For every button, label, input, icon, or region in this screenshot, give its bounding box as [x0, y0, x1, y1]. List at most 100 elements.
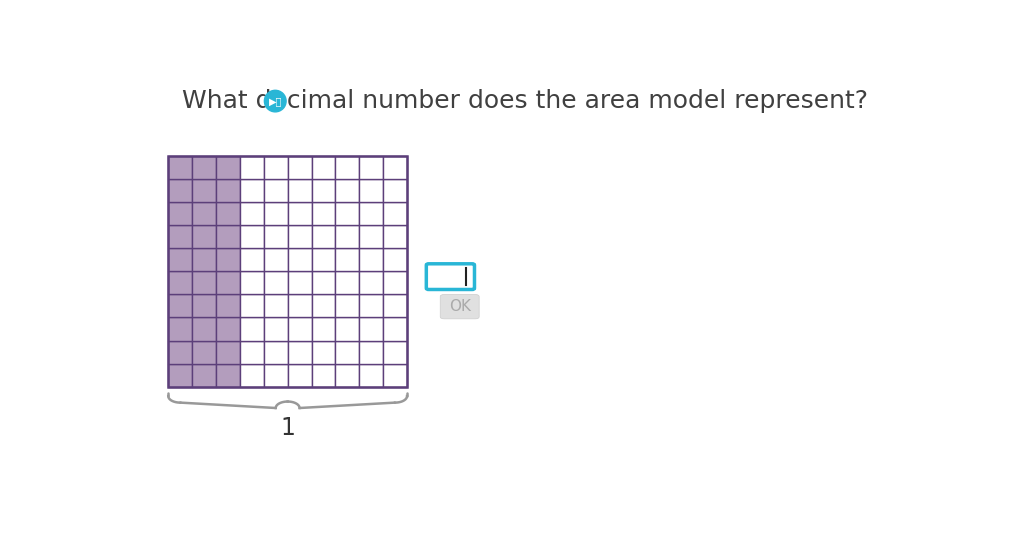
Bar — [193, 363, 216, 387]
Bar — [311, 202, 336, 225]
Bar — [383, 363, 407, 387]
Bar — [288, 318, 311, 340]
Bar — [359, 179, 383, 202]
Text: OK: OK — [449, 299, 471, 314]
Bar — [216, 225, 240, 248]
Bar — [240, 318, 264, 340]
Bar — [216, 202, 240, 225]
Bar — [216, 179, 240, 202]
FancyBboxPatch shape — [426, 264, 474, 290]
Bar — [168, 225, 193, 248]
Bar — [240, 179, 264, 202]
Bar — [193, 179, 216, 202]
Bar — [264, 295, 288, 318]
Ellipse shape — [264, 90, 286, 112]
Bar — [311, 340, 336, 363]
Bar — [383, 156, 407, 179]
Bar — [383, 318, 407, 340]
Bar — [168, 179, 193, 202]
Bar — [216, 156, 240, 179]
Bar — [336, 156, 359, 179]
Bar — [359, 295, 383, 318]
Bar — [311, 225, 336, 248]
Bar — [168, 318, 193, 340]
Bar — [336, 248, 359, 271]
Bar — [193, 202, 216, 225]
Bar — [336, 363, 359, 387]
Bar — [288, 363, 311, 387]
Bar — [168, 340, 193, 363]
Bar — [288, 225, 311, 248]
FancyBboxPatch shape — [440, 295, 479, 319]
Bar — [168, 248, 193, 271]
Bar — [288, 202, 311, 225]
Bar — [216, 295, 240, 318]
Bar — [359, 318, 383, 340]
Bar — [336, 225, 359, 248]
Bar — [216, 340, 240, 363]
Bar — [168, 363, 193, 387]
Bar — [240, 363, 264, 387]
Bar — [383, 271, 407, 295]
Bar — [216, 363, 240, 387]
Bar — [359, 271, 383, 295]
Bar — [311, 156, 336, 179]
Bar — [168, 295, 193, 318]
Bar — [240, 156, 264, 179]
Bar — [168, 156, 193, 179]
Bar — [383, 248, 407, 271]
Bar — [336, 295, 359, 318]
Bar — [288, 271, 311, 295]
Text: What decimal number does the area model represent?: What decimal number does the area model … — [182, 89, 867, 113]
Bar — [311, 248, 336, 271]
Bar — [264, 248, 288, 271]
Bar — [193, 248, 216, 271]
Bar — [168, 271, 193, 295]
Bar — [264, 363, 288, 387]
Bar — [336, 340, 359, 363]
Bar — [193, 156, 216, 179]
Bar — [216, 271, 240, 295]
Bar — [240, 202, 264, 225]
Bar — [168, 156, 407, 387]
Bar — [311, 295, 336, 318]
Bar — [288, 295, 311, 318]
Bar — [240, 248, 264, 271]
Bar — [193, 295, 216, 318]
Bar — [264, 156, 288, 179]
Bar — [359, 363, 383, 387]
Text: ▶⧗: ▶⧗ — [268, 96, 282, 106]
Bar — [168, 202, 193, 225]
Bar — [240, 271, 264, 295]
Bar — [311, 271, 336, 295]
Bar — [193, 340, 216, 363]
Bar — [383, 179, 407, 202]
Bar — [336, 318, 359, 340]
Bar — [264, 202, 288, 225]
Bar — [311, 363, 336, 387]
Bar — [216, 318, 240, 340]
Bar — [359, 248, 383, 271]
Bar — [359, 225, 383, 248]
Bar — [336, 179, 359, 202]
Bar — [288, 248, 311, 271]
Bar — [383, 225, 407, 248]
Bar — [311, 179, 336, 202]
Bar — [264, 271, 288, 295]
Bar — [216, 248, 240, 271]
Bar — [264, 340, 288, 363]
Bar — [383, 202, 407, 225]
Text: 1: 1 — [281, 416, 295, 440]
Bar — [288, 156, 311, 179]
Bar — [311, 318, 336, 340]
Bar — [359, 202, 383, 225]
Bar — [193, 318, 216, 340]
Bar — [359, 156, 383, 179]
Bar — [359, 340, 383, 363]
Bar — [264, 179, 288, 202]
Bar — [240, 340, 264, 363]
Bar — [288, 340, 311, 363]
Bar — [240, 295, 264, 318]
Bar — [240, 225, 264, 248]
Bar — [264, 318, 288, 340]
